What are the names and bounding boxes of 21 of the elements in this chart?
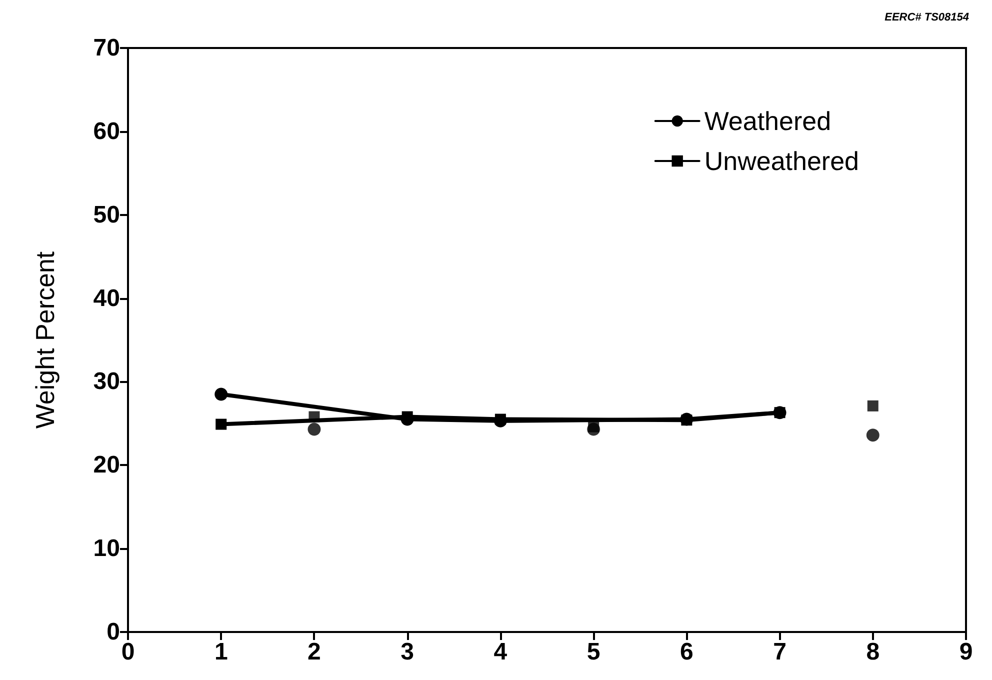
x-tick-label: 9: [959, 638, 973, 666]
x-tick-label: 6: [680, 638, 694, 666]
y-tick-label: 20: [93, 452, 120, 479]
x-tick-label: 3: [400, 638, 414, 666]
x-tick-label: 2: [308, 638, 321, 666]
x-tick-label: 5: [586, 638, 600, 666]
x-tick-label: 4: [494, 638, 508, 666]
y-tick-label: 40: [93, 284, 120, 312]
y-tick-label: 0: [106, 618, 120, 646]
y-tick-label: 30: [93, 368, 120, 396]
y-axis-title: Weight Percent: [30, 250, 60, 429]
x-tick-label: 1: [214, 638, 228, 666]
y-tick-label: 50: [93, 201, 120, 228]
y-tick-label: 70: [93, 34, 120, 62]
legend-label: Unweathered: [704, 146, 859, 176]
text: EERC# TS08154: [884, 12, 970, 24]
legend-label: Weathered: [704, 106, 832, 136]
y-tick-label: 60: [93, 118, 120, 145]
y-tick-label: 10: [93, 535, 120, 562]
x-tick-label: 8: [866, 638, 880, 666]
x-tick-label: 7: [773, 638, 786, 666]
